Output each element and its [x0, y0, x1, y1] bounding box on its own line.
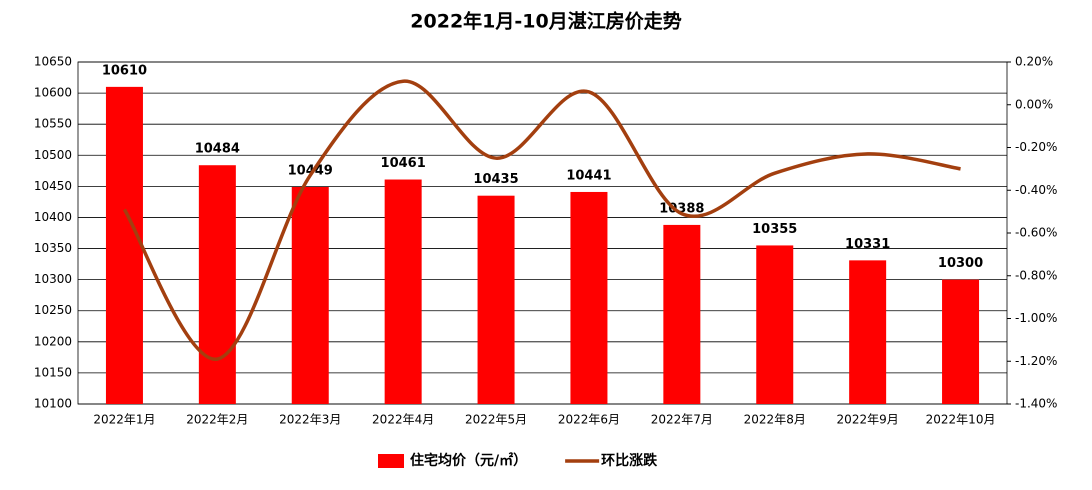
x-tick-label: 2022年8月	[744, 413, 806, 427]
x-tick-label: 2022年10月	[926, 413, 996, 427]
legend-label: 住宅均价（元/㎡）	[410, 452, 527, 469]
x-tick-label: 2022年4月	[372, 413, 434, 427]
y2-tick-label: -1.00%	[1015, 311, 1057, 325]
y-tick-label: 10650	[34, 55, 72, 69]
data-label: 10435	[473, 172, 518, 187]
data-label: 10461	[381, 156, 426, 171]
y2-tick-label: -1.40%	[1015, 397, 1057, 411]
y-tick-label: 10550	[34, 117, 72, 131]
x-tick-label: 2022年5月	[465, 413, 527, 427]
x-tick-label: 2022年6月	[558, 413, 620, 427]
bar	[384, 179, 422, 404]
data-label: 10449	[288, 163, 333, 178]
x-tick-label: 2022年7月	[651, 413, 713, 427]
x-tick-label: 2022年1月	[93, 413, 155, 427]
x-tick-label: 2022年2月	[186, 413, 248, 427]
bar	[849, 260, 887, 404]
bar	[291, 186, 329, 404]
y-tick-label: 10150	[34, 365, 72, 379]
y-tick-label: 10600	[34, 86, 72, 100]
bar	[756, 245, 794, 404]
y-tick-label: 10450	[34, 179, 72, 193]
x-tick-label: 2022年9月	[837, 413, 899, 427]
chart-title: 2022年1月-10月湛江房价走势	[410, 10, 681, 33]
plot-border	[77, 61, 1008, 405]
y-tick-label: 10400	[34, 210, 72, 224]
data-label: 10300	[938, 256, 983, 271]
data-label: 10610	[102, 63, 147, 78]
y-tick-label: 10250	[34, 303, 72, 317]
y-tick-label: 10500	[34, 148, 72, 162]
data-label: 10331	[845, 237, 890, 252]
x-tick-label: 2022年3月	[279, 413, 341, 427]
data-label: 10355	[752, 222, 797, 237]
y-tick-label: 10100	[34, 397, 72, 411]
data-label: 10484	[195, 142, 240, 157]
data-label: 10441	[566, 168, 611, 183]
y2-tick-label: -0.40%	[1015, 183, 1057, 197]
y2-tick-label: -1.20%	[1015, 354, 1057, 368]
bar	[198, 165, 236, 404]
y-tick-label: 10200	[34, 334, 72, 348]
y-tick-label: 10300	[34, 272, 72, 286]
y2-tick-label: 0.00%	[1015, 97, 1053, 111]
bar	[942, 279, 980, 404]
bar	[663, 224, 701, 404]
y2-tick-label: -0.80%	[1015, 268, 1057, 282]
y2-tick-label: -0.60%	[1015, 226, 1057, 240]
line	[122, 79, 961, 361]
legend-label: 环比涨跌	[601, 452, 658, 469]
y2-tick-label: -0.20%	[1015, 140, 1057, 154]
bar	[477, 195, 515, 404]
legend-swatch	[378, 454, 404, 468]
y-tick-label: 10350	[34, 241, 72, 255]
bar	[570, 191, 608, 404]
bar	[105, 86, 143, 404]
y2-tick-label: 0.20%	[1015, 55, 1053, 69]
